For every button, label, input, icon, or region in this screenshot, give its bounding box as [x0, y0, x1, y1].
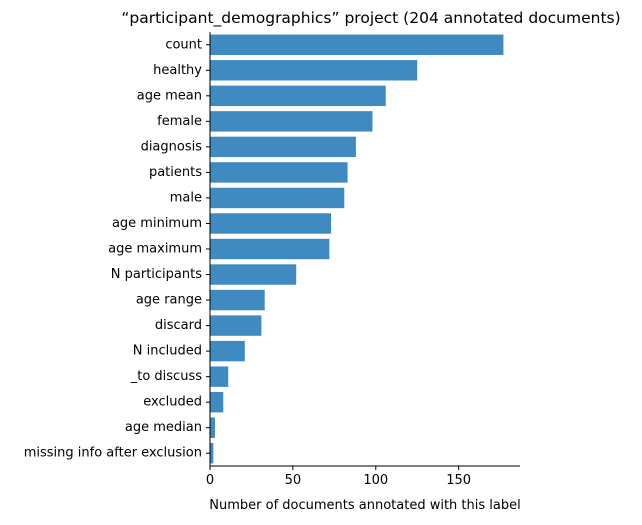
category-label: healthy — [153, 63, 202, 78]
category-label: excluded — [143, 395, 202, 410]
bar — [210, 111, 373, 132]
category-label: N included — [133, 344, 202, 359]
bars-group — [210, 34, 504, 464]
bar — [210, 162, 348, 183]
bar — [210, 366, 229, 387]
bar — [210, 213, 332, 234]
category-label: patients — [149, 165, 202, 180]
x-tick-label: 0 — [206, 473, 214, 488]
category-label: discard — [155, 318, 202, 333]
x-axis-label: Number of documents annotated with this … — [209, 498, 520, 513]
category-labels-group: count healthy age mean female diagnosis patie… — [24, 37, 210, 461]
bar — [210, 187, 345, 209]
x-tick-label: 100 — [363, 473, 388, 488]
bar — [210, 85, 386, 107]
category-label: age mean — [137, 88, 202, 103]
bar — [210, 238, 330, 260]
category-label: _to discuss — [130, 369, 202, 384]
category-label: age median — [125, 420, 202, 435]
category-label: age range — [136, 293, 202, 308]
bar — [210, 34, 504, 55]
chart-title: “participant_demographics” project (204 … — [121, 9, 620, 28]
category-label: female — [157, 114, 202, 129]
bar — [210, 136, 356, 158]
x-axis: 0 50 100 150 — [206, 466, 471, 488]
x-tick-label: 150 — [446, 473, 471, 488]
bar — [210, 264, 297, 285]
category-label: count — [165, 37, 202, 52]
bar — [210, 417, 215, 438]
bar — [210, 391, 224, 413]
bar — [210, 340, 245, 362]
category-label: age minimum — [112, 216, 202, 231]
category-label: missing info after exclusion — [24, 446, 202, 461]
category-label: diagnosis — [141, 139, 203, 154]
x-tick-label: 50 — [285, 473, 302, 488]
bar — [210, 60, 418, 81]
category-label: N participants — [111, 267, 202, 282]
bar — [210, 443, 214, 464]
bar — [210, 289, 265, 311]
category-label: age maximum — [108, 242, 202, 257]
bar — [210, 315, 262, 336]
category-label: male — [170, 190, 202, 205]
